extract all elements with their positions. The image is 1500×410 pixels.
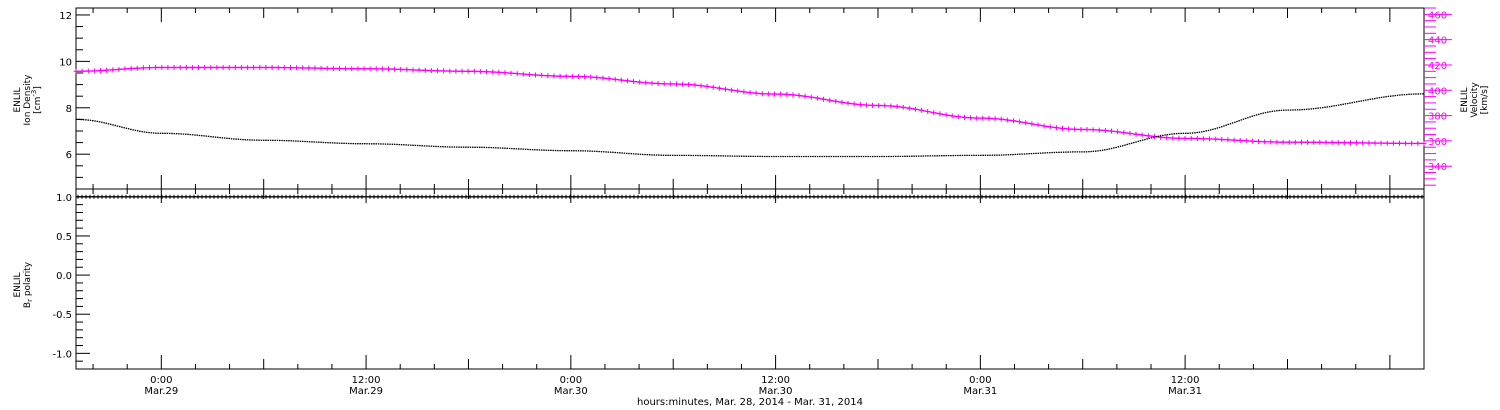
density-axis-title-line2: Ion Density xyxy=(23,74,33,126)
top-panel-frame xyxy=(75,7,1425,190)
velocity-tick-label: 460 xyxy=(1428,10,1447,21)
bottom-panel-frame xyxy=(75,188,1425,370)
velocity-tick-label: 420 xyxy=(1428,61,1447,72)
velocity-tick-label: 440 xyxy=(1428,36,1447,47)
polarity-axis-title-line2: Br polarity xyxy=(23,261,34,308)
density-axis-title: ENLIL Ion Density [cm-3] xyxy=(13,74,43,126)
polarity-axis-title-line1: ENLIL xyxy=(13,272,23,297)
x-tick-time-label: 12:00 xyxy=(352,375,381,386)
density-tick-label: 12 xyxy=(59,11,72,22)
density-axis-title-line1: ENLIL xyxy=(13,87,23,112)
labels-layer: hours:minutes, Mar. 28, 2014 - Mar. 31, … xyxy=(13,10,1490,408)
x-axis-label: hours:minutes, Mar. 28, 2014 - Mar. 31, … xyxy=(637,397,863,408)
velocity-tick-label: 340 xyxy=(1428,162,1447,173)
velocity-axis-title-line: Velocity xyxy=(1470,82,1480,118)
x-tick-date-label: Mar.30 xyxy=(554,386,588,397)
x-tick-time-label: 12:00 xyxy=(761,375,790,386)
polarity-tick-label: 0.0 xyxy=(56,271,72,282)
velocity-axis-title: ENLIL Velocity [km/s] xyxy=(1460,82,1490,118)
velocity-axis-title-line: [km/s] xyxy=(1480,86,1490,115)
velocity-axis-title-line: ENLIL xyxy=(1460,87,1470,112)
x-tick-date-label: Mar.31 xyxy=(1168,386,1202,397)
x-tick-date-label: Mar.29 xyxy=(349,386,383,397)
velocity-tick-label: 380 xyxy=(1428,112,1447,123)
x-tick-date-label: Mar.31 xyxy=(963,386,997,397)
series-layer xyxy=(73,65,1427,199)
polarity-tick-label: -1.0 xyxy=(52,349,72,360)
polarity-tick-label: -0.5 xyxy=(52,310,72,321)
density-axis-unit: [cm-3] xyxy=(30,86,43,114)
velocity-series xyxy=(73,65,1427,146)
x-tick-time-label: 12:00 xyxy=(1171,375,1200,386)
density-tick-label: 10 xyxy=(59,57,72,68)
x-tick-date-label: Mar.29 xyxy=(144,386,178,397)
polarity-series xyxy=(77,194,1423,199)
x-tick-time-label: 0:00 xyxy=(560,375,582,386)
density-tick-label: 6 xyxy=(66,150,72,161)
velocity-tick-label: 360 xyxy=(1428,137,1447,148)
velocity-tick-label: 400 xyxy=(1428,86,1447,97)
polarity-tick-label: 1.0 xyxy=(56,193,72,204)
x-tick-date-label: Mar.30 xyxy=(759,386,793,397)
density-line xyxy=(76,93,1424,158)
polarity-tick-label: 0.5 xyxy=(56,232,72,243)
density-tick-label: 8 xyxy=(66,104,72,115)
velocity-line xyxy=(75,66,1424,145)
x-tick-time-label: 0:00 xyxy=(969,375,991,386)
axes-layer xyxy=(75,7,1452,370)
x-tick-time-label: 0:00 xyxy=(150,375,172,386)
